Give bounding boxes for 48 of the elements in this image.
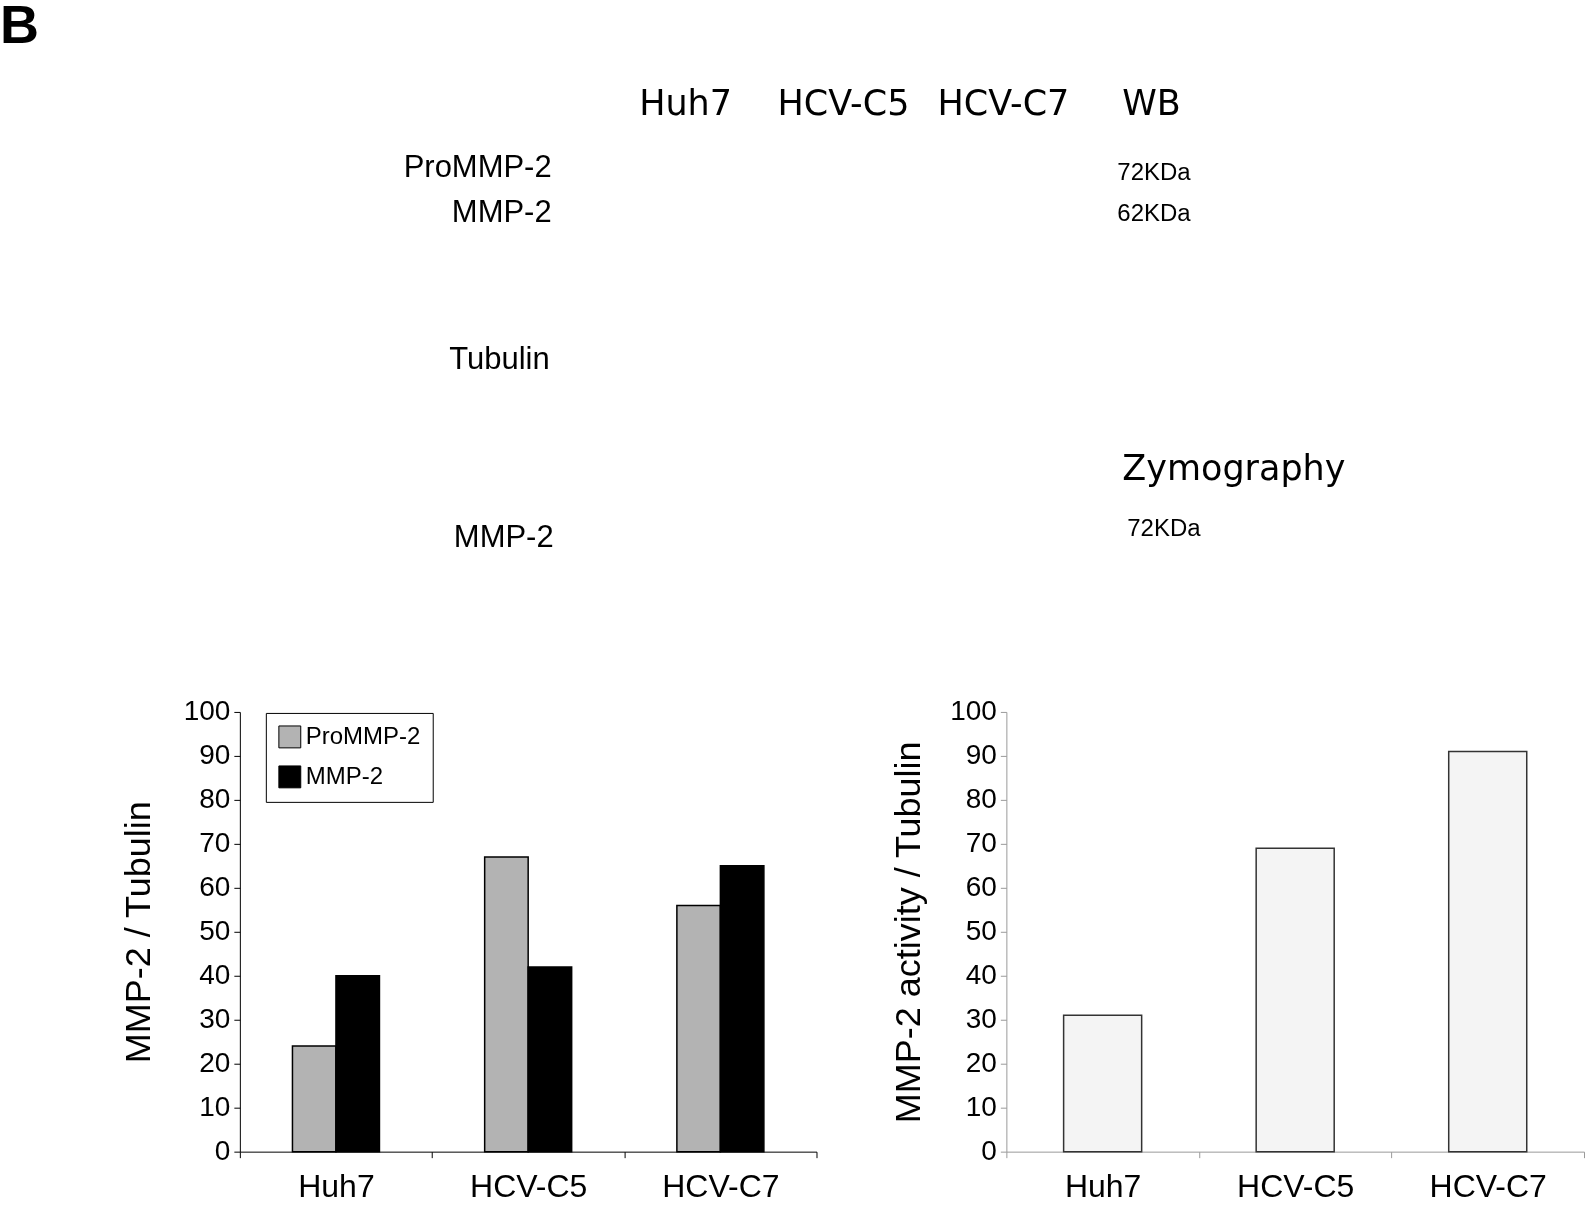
x-tick-label: Huh7 — [298, 1168, 375, 1205]
text: HCV-C7 — [937, 83, 1070, 124]
y-axis-title: MMP-2 / Tubulin — [117, 801, 159, 1064]
y-tick-label: 90 — [965, 739, 997, 771]
legend-label: MMP-2 — [305, 761, 384, 789]
bar — [1447, 750, 1528, 1153]
text: B — [0, 0, 39, 55]
y-tick-label: 80 — [199, 783, 231, 815]
y-tick-label: 70 — [199, 827, 231, 859]
text: Tubulin — [449, 341, 550, 377]
y-tick-label: 20 — [965, 1047, 997, 1079]
y-tick-label: 10 — [965, 1091, 997, 1123]
text: Zymography — [1122, 448, 1346, 489]
y-tick-label: 60 — [965, 871, 997, 903]
y-tick-label: 30 — [965, 1003, 997, 1035]
x-tick-label: HCV-C5 — [470, 1168, 588, 1205]
y-tick-label: 60 — [199, 871, 231, 903]
bar — [1062, 1014, 1143, 1153]
x-tick-label: HCV-C7 — [1429, 1168, 1547, 1205]
x-tick-label: Huh7 — [1064, 1168, 1142, 1205]
text: 72KDa — [1127, 514, 1202, 542]
text: WB — [1122, 83, 1181, 124]
y-tick-label: 90 — [199, 739, 231, 771]
y-axis-title: MMP-2 activity / Tubulin — [886, 741, 928, 1124]
y-tick-label: 50 — [199, 915, 231, 947]
text: HCV-C5 — [777, 83, 910, 124]
y-tick-label: 40 — [199, 959, 231, 991]
text: ProMMP-2 — [403, 149, 552, 185]
text: MMP-2 — [451, 194, 552, 230]
y-tick-label: 40 — [965, 959, 997, 991]
bar — [1255, 847, 1335, 1153]
y-tick-label: 70 — [965, 827, 997, 859]
y-tick-label: 100 — [950, 695, 997, 727]
y-tick-label: 50 — [965, 915, 997, 947]
y-tick-label: 80 — [965, 783, 997, 815]
text: MMP-2 — [453, 519, 554, 555]
y-tick-label: 0 — [981, 1135, 997, 1167]
x-tick-label: HCV-C7 — [662, 1168, 780, 1205]
y-tick-label: 0 — [214, 1135, 231, 1167]
y-tick-label: 100 — [183, 695, 231, 727]
text: 72KDa — [1117, 158, 1192, 186]
y-tick-label: 10 — [199, 1091, 231, 1123]
y-tick-label: 30 — [199, 1003, 231, 1035]
y-tick-label: 20 — [199, 1047, 231, 1079]
text: Huh7 — [639, 83, 732, 124]
x-tick-label: HCV-C5 — [1237, 1168, 1355, 1205]
text: 62KDa — [1117, 199, 1192, 227]
legend-label: ProMMP-2 — [305, 721, 421, 749]
